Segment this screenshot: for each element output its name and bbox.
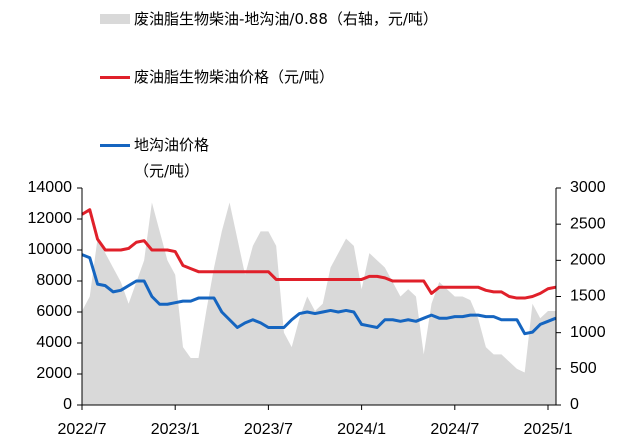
y2-tick-label: 1000 bbox=[570, 324, 606, 341]
line bbox=[81, 208, 557, 300]
y-tick-label: 4000 bbox=[36, 334, 72, 351]
legend-label: 地沟油价格（元/吨） bbox=[134, 136, 210, 180]
legend-item: 废油脂生物柴油价格（元/吨） bbox=[100, 64, 334, 90]
y-tick-label: 0 bbox=[63, 396, 72, 413]
x-tick-label: 2024/7 bbox=[430, 421, 479, 438]
line bbox=[81, 253, 557, 336]
y2-tick-label: 500 bbox=[570, 360, 597, 377]
y2-tick-label: 1500 bbox=[570, 288, 606, 305]
x-tick-label: 2025/1 bbox=[524, 421, 573, 438]
y-tick-label: 12000 bbox=[28, 210, 73, 227]
legend-swatch bbox=[100, 144, 130, 147]
y-tick-label: 10000 bbox=[28, 241, 73, 258]
x-tick-label: 2024/1 bbox=[337, 421, 386, 438]
legend-label: 废油脂生物柴油-地沟油/0.88（右轴，元/吨） bbox=[134, 10, 438, 28]
y2-tick-label: 3000 bbox=[570, 179, 606, 196]
y-tick-label: 8000 bbox=[36, 272, 72, 289]
legend-item: 地沟油价格（元/吨） bbox=[100, 132, 244, 184]
legend-item: 废油脂生物柴油-地沟油/0.88（右轴，元/吨） bbox=[100, 6, 438, 32]
y2-tick-label: 2500 bbox=[570, 215, 606, 232]
y2-tick-label: 0 bbox=[570, 396, 579, 413]
y-tick-label: 6000 bbox=[36, 303, 72, 320]
y-tick-label: 2000 bbox=[36, 365, 72, 382]
area bbox=[82, 202, 556, 405]
legend-swatch bbox=[100, 14, 130, 24]
legend-label: 废油脂生物柴油价格（元/吨） bbox=[134, 68, 335, 86]
x-tick-label: 2022/7 bbox=[58, 421, 107, 438]
y-tick-label: 14000 bbox=[28, 179, 73, 196]
y2-tick-label: 2000 bbox=[570, 252, 606, 269]
x-tick-label: 2023/7 bbox=[244, 421, 293, 438]
x-tick-label: 2023/1 bbox=[151, 421, 200, 438]
legend-swatch bbox=[100, 76, 130, 79]
